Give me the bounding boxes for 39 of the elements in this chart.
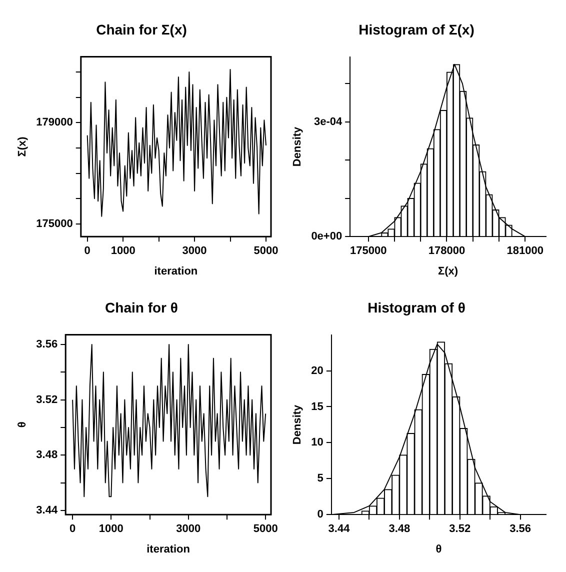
y-tick-label: 0e+00 bbox=[311, 230, 342, 243]
chart-title: Chain for θ bbox=[105, 299, 178, 316]
x-axis-title: Σ(x) bbox=[438, 265, 458, 278]
x-tick-label: 1000 bbox=[98, 523, 124, 536]
y-axis-title: Density bbox=[292, 404, 304, 445]
y-tick-label: 0 bbox=[317, 508, 324, 521]
y-tick-label: 3e-04 bbox=[314, 116, 343, 128]
y-tick-label: 3.48 bbox=[36, 449, 58, 462]
chart-title: Histogram of Σ(x) bbox=[358, 21, 474, 38]
x-tick-label: 3.52 bbox=[449, 523, 471, 536]
x-tick-label: 175000 bbox=[350, 245, 387, 258]
y-axis-title: θ bbox=[16, 422, 29, 428]
x-tick-label: 5000 bbox=[254, 245, 278, 258]
x-axis-title: iteration bbox=[154, 265, 198, 278]
x-tick-label: 181000 bbox=[506, 245, 544, 258]
x-tick-label: 3.48 bbox=[388, 523, 410, 536]
x-tick-label: 178000 bbox=[428, 245, 466, 258]
y-tick-label: 3.52 bbox=[36, 394, 58, 406]
y-tick-label: 175000 bbox=[36, 218, 73, 230]
y-tick-label: 10 bbox=[311, 436, 324, 449]
x-tick-label: 3000 bbox=[182, 245, 207, 258]
x-axis-title: iteration bbox=[146, 543, 190, 556]
y-tick-label: 179000 bbox=[36, 116, 73, 129]
x-tick-label: 3000 bbox=[176, 523, 201, 536]
chart-title: Chain for Σ(x) bbox=[96, 21, 187, 38]
y-tick-label: 3.56 bbox=[36, 338, 58, 351]
y-tick-label: 20 bbox=[311, 364, 324, 377]
y-axis-title: Density bbox=[292, 126, 304, 167]
y-tick-label: 15 bbox=[311, 400, 324, 413]
x-tick-label: 1000 bbox=[110, 245, 136, 258]
x-tick-label: 3.44 bbox=[328, 523, 351, 536]
y-tick-label: 5 bbox=[317, 472, 324, 485]
y-axis-title: Σ(x) bbox=[16, 136, 29, 157]
x-tick-label: 3.56 bbox=[510, 523, 532, 536]
x-axis-title: θ bbox=[436, 543, 442, 556]
x-tick-label: 0 bbox=[84, 245, 90, 258]
x-tick-label: 5000 bbox=[253, 523, 278, 536]
y-tick-label: 3.44 bbox=[36, 504, 58, 516]
chart-title: Histogram of θ bbox=[368, 299, 466, 316]
